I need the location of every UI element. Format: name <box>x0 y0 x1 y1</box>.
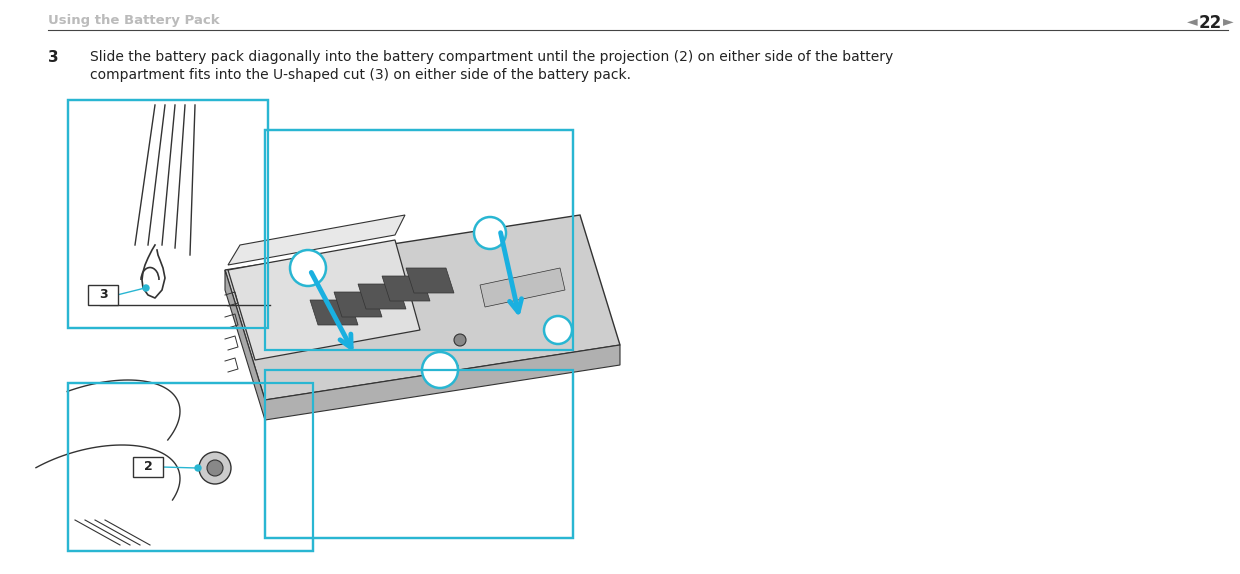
FancyBboxPatch shape <box>133 457 162 477</box>
Text: 3: 3 <box>99 289 108 301</box>
Polygon shape <box>310 300 358 325</box>
Polygon shape <box>382 276 430 301</box>
Circle shape <box>290 250 326 286</box>
Polygon shape <box>480 268 565 307</box>
Bar <box>265 370 573 538</box>
Bar <box>265 130 573 350</box>
Text: ►: ► <box>1223 14 1234 28</box>
Polygon shape <box>228 240 420 360</box>
Circle shape <box>195 465 201 471</box>
Text: 2: 2 <box>144 460 153 474</box>
Text: compartment fits into the U-shaped cut (3) on either side of the battery pack.: compartment fits into the U-shaped cut (… <box>91 68 631 82</box>
Circle shape <box>544 316 572 344</box>
Circle shape <box>454 334 466 346</box>
Bar <box>68 100 268 328</box>
Polygon shape <box>224 215 620 400</box>
Bar <box>265 130 573 350</box>
Polygon shape <box>334 292 382 317</box>
Text: 3: 3 <box>48 50 58 65</box>
Bar <box>68 383 312 551</box>
Polygon shape <box>405 268 454 293</box>
Bar <box>265 370 573 538</box>
Text: Using the Battery Pack: Using the Battery Pack <box>48 14 219 27</box>
Circle shape <box>207 460 223 476</box>
Circle shape <box>474 217 506 249</box>
Text: 22: 22 <box>1198 14 1221 32</box>
Text: Slide the battery pack diagonally into the battery compartment until the project: Slide the battery pack diagonally into t… <box>91 50 893 64</box>
Polygon shape <box>265 345 620 420</box>
Bar <box>68 383 312 551</box>
Bar <box>68 100 268 328</box>
Polygon shape <box>224 270 265 420</box>
Circle shape <box>143 285 149 291</box>
FancyBboxPatch shape <box>88 285 118 305</box>
Circle shape <box>422 352 458 388</box>
Text: ◄: ◄ <box>1187 14 1198 28</box>
Circle shape <box>198 452 231 484</box>
Polygon shape <box>358 284 405 309</box>
Polygon shape <box>228 215 405 265</box>
